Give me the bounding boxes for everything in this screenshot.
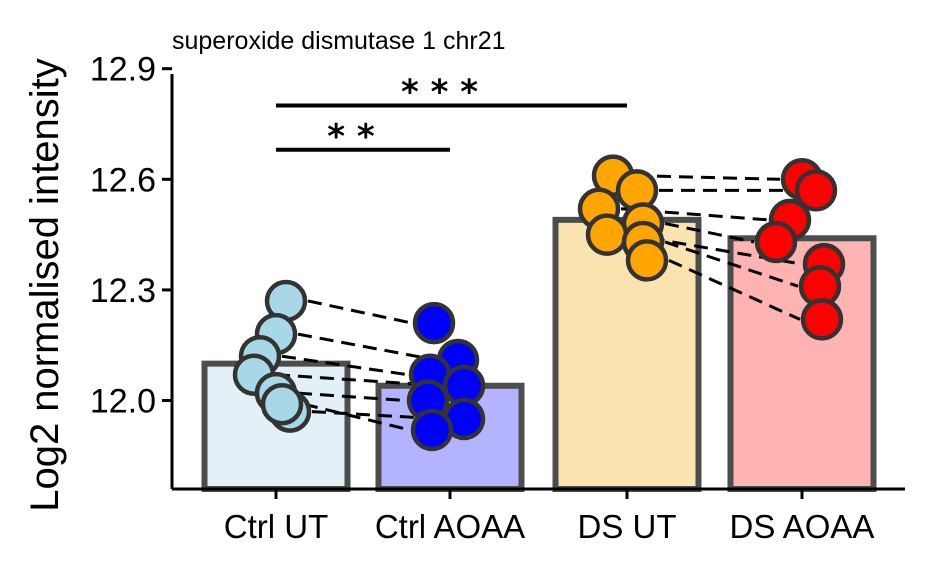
plot-area: * * * * * 12.0 12.3 12.6 12.9 Ctrl UT Ctrl AOAA…: [90, 51, 905, 545]
pair-line: [297, 391, 407, 403]
x-tick-label: Ctrl AOAA: [375, 508, 525, 545]
bar-ds-aoaa: [727, 235, 877, 492]
y-tick-label: 12.0: [90, 383, 156, 421]
y-axis-title: Log2 normalised intensity: [23, 58, 67, 512]
data-point: [260, 382, 304, 426]
y-tick-label: 12.3: [90, 272, 156, 310]
x-tick-label: DS AOAA: [730, 508, 875, 545]
data-point: [410, 408, 454, 452]
y-tick-label: 12.9: [90, 51, 156, 89]
pair-line: [307, 299, 413, 325]
data-point: [800, 298, 844, 341]
data-point: [412, 301, 456, 345]
pair-line: [664, 222, 755, 244]
x-tick-label: DS UT: [578, 508, 677, 545]
data-point: [794, 169, 838, 212]
pair-line: [297, 332, 437, 362]
data-point: [754, 220, 798, 264]
pair-line: [634, 174, 781, 181]
significance-label: * *: [327, 117, 375, 157]
data-point: [585, 213, 629, 256]
data-point: [625, 239, 669, 282]
y-tick-label: 12.6: [90, 161, 156, 199]
pair-line: [303, 402, 411, 432]
pair-line: [668, 259, 801, 321]
pair-line: [664, 240, 799, 288]
chart-title: superoxide dismutase 1 chr21: [172, 27, 506, 55]
significance-label: * * *: [401, 73, 478, 113]
x-tick-label: Ctrl UT: [224, 508, 328, 545]
